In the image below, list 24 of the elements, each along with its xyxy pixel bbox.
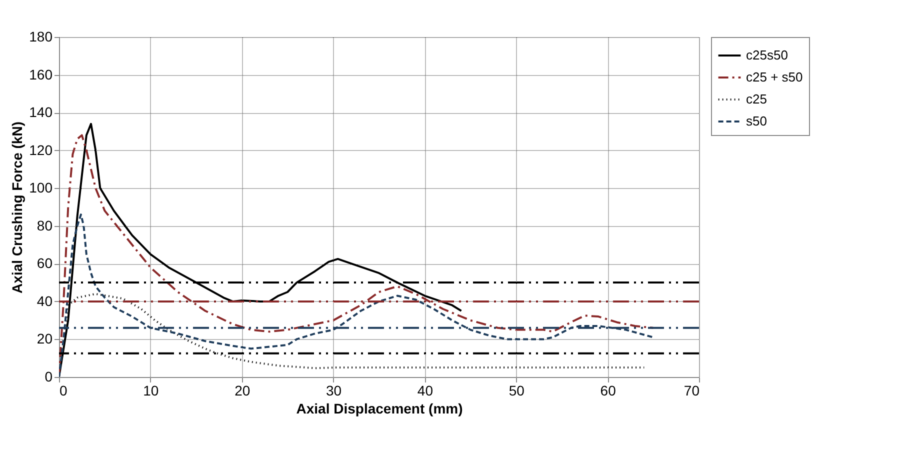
y-tick-label: 80 [36, 217, 53, 234]
y-tick-label: 20 [36, 330, 53, 347]
y-tick-label: 40 [36, 292, 53, 309]
x-tick-label: 10 [143, 382, 159, 398]
x-tick-label: 30 [326, 382, 342, 398]
y-axis-title: Axial Crushing Force (kN) [9, 122, 26, 294]
y-tick-label: 180 [29, 28, 53, 44]
legend-label: c25 [746, 92, 767, 106]
y-tick-label: 140 [29, 104, 53, 120]
x-tick-label: 20 [234, 382, 250, 398]
legend-label: c25s50 [746, 48, 788, 62]
x-tick-label: 0 [60, 382, 68, 398]
x-tick-label: 70 [684, 382, 700, 398]
legend-label: c25 + s50 [746, 70, 803, 84]
y-tick-label: 160 [29, 66, 53, 82]
y-tick-label: 120 [29, 142, 53, 158]
x-tick-label: 50 [508, 382, 525, 398]
x-axis-title: Axial Displacement (mm) [296, 400, 463, 416]
y-tick-label: 0 [44, 368, 53, 384]
x-tick-label: 40 [417, 382, 434, 398]
x-tick-label: 60 [600, 382, 616, 398]
legend-label: s50 [746, 114, 767, 128]
y-tick-label: 60 [36, 255, 53, 272]
y-tick-label: 100 [29, 180, 53, 196]
